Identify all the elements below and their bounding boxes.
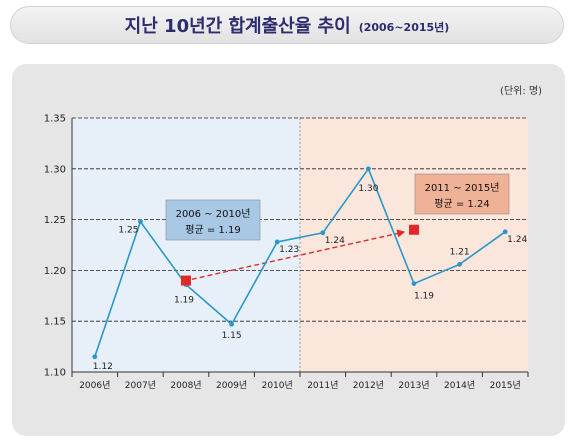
x-tick-label: 2007년 bbox=[125, 380, 156, 391]
data-point bbox=[457, 261, 462, 267]
x-tick-label: 2011년 bbox=[307, 380, 338, 391]
data-point bbox=[274, 239, 280, 245]
x-tick-label: 2009년 bbox=[216, 380, 247, 391]
x-tick-label: 2014년 bbox=[444, 380, 475, 391]
data-label: 1.12 bbox=[93, 362, 113, 372]
average-trend-line bbox=[191, 232, 400, 280]
period-2-region bbox=[300, 118, 528, 372]
data-label: 1.19 bbox=[414, 292, 434, 302]
chart-title: 지난 10년간 합계출산율 추이 bbox=[124, 16, 351, 37]
x-tick-label: 2008년 bbox=[170, 380, 201, 391]
period-1-info-average: 평균 = 1.19 bbox=[185, 224, 240, 236]
y-tick-label: 1.15 bbox=[44, 317, 66, 328]
data-label: 1.30 bbox=[358, 184, 378, 194]
data-line bbox=[94, 167, 506, 358]
y-tick-label: 1.20 bbox=[44, 266, 66, 277]
y-tick-label: 1.30 bbox=[44, 164, 66, 175]
data-label: 1.19 bbox=[174, 296, 194, 306]
data-label: 1.24 bbox=[507, 235, 527, 245]
period-2-info-average: 평균 = 1.24 bbox=[434, 198, 489, 210]
data-point bbox=[92, 354, 98, 360]
average-marker-1 bbox=[181, 275, 191, 286]
period-2-info-box bbox=[414, 173, 510, 215]
data-point bbox=[502, 229, 508, 235]
x-tick-label: 2006년 bbox=[79, 380, 110, 391]
data-label: 1.23 bbox=[279, 245, 299, 255]
unit-label: (단위: 명) bbox=[500, 84, 542, 97]
period-1-region bbox=[72, 118, 300, 372]
data-point bbox=[320, 230, 326, 236]
chart-subtitle: (2006~2015년) bbox=[358, 20, 450, 34]
period-2-info-period: 2011 ~ 2015년 bbox=[425, 182, 500, 194]
data-label: 1.25 bbox=[118, 226, 138, 236]
x-tick-label: 2010년 bbox=[262, 380, 293, 391]
data-label: 1.24 bbox=[325, 236, 345, 246]
data-point bbox=[138, 219, 143, 225]
y-tick-label: 1.25 bbox=[44, 215, 66, 226]
title-bar: 지난 10년간 합계출산율 추이 (2006~2015년) bbox=[10, 6, 564, 44]
average-trend-arrowhead bbox=[396, 229, 406, 238]
period-1-info-period: 2006 ~ 2010년 bbox=[176, 208, 251, 220]
x-tick-label: 2013년 bbox=[398, 380, 429, 391]
data-point bbox=[411, 281, 417, 287]
x-tick-label: 2012년 bbox=[353, 380, 384, 391]
x-tick-label: 2015년 bbox=[490, 380, 521, 391]
period-1-info-box bbox=[165, 199, 261, 241]
data-label: 1.21 bbox=[450, 247, 470, 257]
data-point bbox=[229, 321, 235, 327]
data-point bbox=[366, 166, 371, 172]
y-tick-label: 1.35 bbox=[44, 114, 66, 125]
average-marker-2 bbox=[409, 224, 419, 235]
data-label: 1.15 bbox=[222, 331, 242, 341]
y-tick-label: 1.10 bbox=[44, 368, 66, 379]
